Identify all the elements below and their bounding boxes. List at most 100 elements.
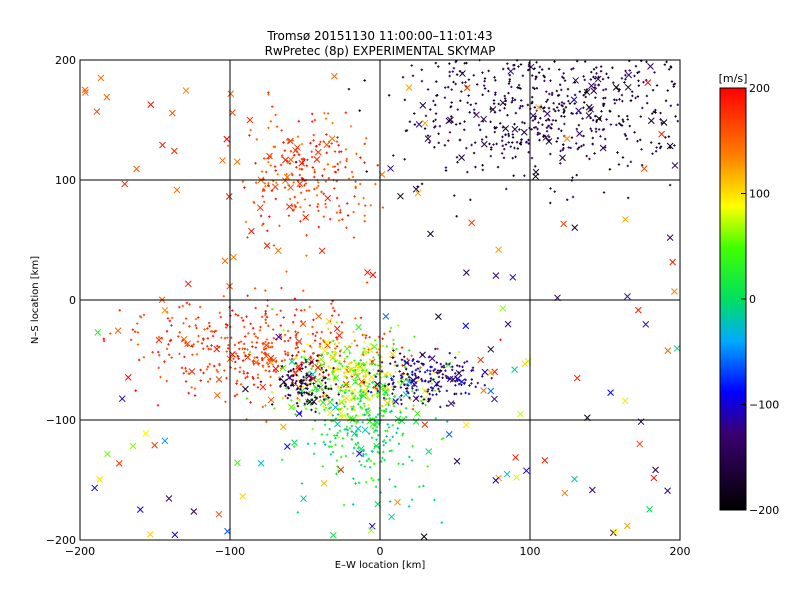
data-point	[293, 406, 296, 409]
data-point	[280, 129, 283, 132]
data-point	[542, 134, 545, 138]
data-cross	[369, 271, 377, 279]
data-point	[211, 334, 215, 338]
data-point	[337, 144, 340, 147]
data-point	[560, 101, 564, 104]
data-cross	[184, 340, 191, 348]
data-point	[267, 126, 270, 129]
data-point	[518, 128, 521, 131]
data-point	[134, 330, 137, 333]
data-cross	[354, 425, 362, 433]
data-point	[623, 132, 627, 136]
data-point	[328, 427, 331, 431]
data-point	[341, 365, 344, 368]
data-point	[357, 402, 360, 406]
data-point	[456, 364, 459, 367]
data-point	[329, 331, 332, 334]
data-point	[388, 438, 392, 442]
data-point	[216, 344, 219, 348]
data-point	[216, 370, 219, 373]
data-point	[620, 77, 624, 80]
data-point	[334, 347, 337, 350]
y-tick-label: 0	[69, 294, 76, 307]
data-point	[562, 72, 565, 75]
data-cross	[259, 383, 267, 391]
data-point	[264, 310, 267, 313]
data-point	[534, 77, 537, 81]
data-point	[340, 331, 344, 334]
data-point	[376, 450, 379, 454]
data-point	[262, 157, 266, 160]
data-point	[339, 455, 343, 459]
data-point	[432, 369, 435, 372]
data-point	[290, 204, 294, 208]
data-point	[621, 156, 625, 159]
data-point	[434, 61, 438, 65]
data-point	[241, 359, 245, 362]
data-cross	[398, 417, 406, 425]
data-point	[467, 78, 471, 81]
data-point	[224, 326, 228, 329]
y-tick-label: 200	[55, 54, 76, 67]
data-cross	[355, 323, 363, 331]
data-point	[346, 432, 349, 435]
data-cross	[121, 180, 129, 188]
data-point	[271, 403, 274, 406]
data-point	[476, 381, 480, 385]
data-point	[440, 521, 444, 524]
data-point	[642, 80, 645, 84]
data-point	[345, 226, 348, 230]
data-point	[310, 367, 313, 370]
data-cross	[161, 437, 169, 445]
data-point	[459, 392, 463, 395]
data-point	[190, 386, 193, 389]
data-point	[494, 79, 497, 82]
data-cross	[610, 529, 617, 537]
data-point	[380, 414, 384, 418]
data-point	[556, 136, 560, 140]
data-point	[466, 170, 469, 174]
data-point	[636, 95, 640, 98]
data-point	[397, 442, 401, 445]
data-point	[403, 360, 407, 363]
data-point	[394, 370, 397, 374]
data-point	[253, 287, 257, 290]
data-point	[207, 347, 210, 351]
data-point	[264, 347, 268, 350]
data-point	[543, 79, 546, 83]
data-point	[301, 349, 304, 352]
data-point	[401, 433, 404, 437]
data-cross	[634, 306, 642, 314]
data-point	[490, 148, 493, 151]
data-point	[399, 398, 403, 402]
data-point	[267, 181, 270, 185]
data-point	[406, 362, 410, 365]
data-point	[479, 128, 482, 132]
data-cross	[342, 380, 350, 388]
data-point	[566, 87, 570, 91]
data-point	[566, 94, 569, 98]
data-point	[388, 449, 392, 453]
data-point	[649, 141, 653, 144]
data-cross	[279, 364, 287, 372]
data-point	[331, 350, 335, 354]
data-point	[590, 107, 593, 110]
data-point	[300, 355, 303, 359]
data-point	[465, 61, 468, 65]
data-point	[463, 120, 466, 123]
data-cross	[161, 307, 169, 314]
data-point	[519, 87, 522, 90]
data-point	[333, 187, 336, 190]
data-point	[331, 314, 334, 317]
data-point	[406, 357, 409, 361]
data-point	[199, 379, 202, 382]
data-point	[343, 405, 346, 408]
data-point	[401, 76, 405, 79]
data-point	[385, 435, 388, 438]
data-cross	[673, 345, 681, 352]
data-point	[371, 427, 375, 430]
data-cross	[147, 101, 155, 108]
data-cross	[511, 366, 518, 373]
data-cross	[373, 442, 380, 450]
data-point	[433, 126, 436, 129]
